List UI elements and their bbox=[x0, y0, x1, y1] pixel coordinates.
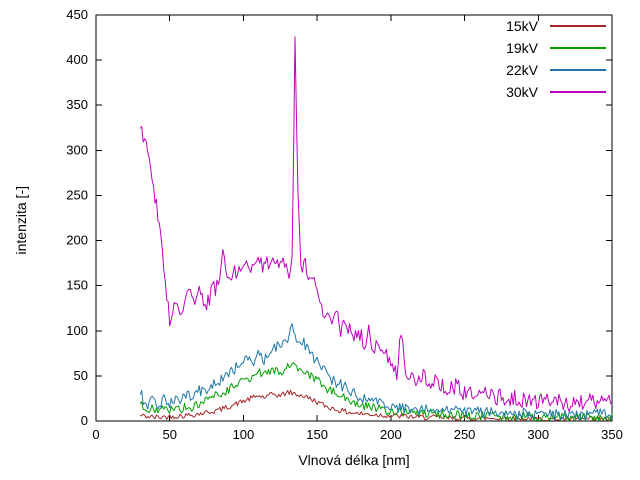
y-tick-label: 400 bbox=[66, 52, 88, 67]
x-tick-label: 300 bbox=[527, 427, 549, 442]
series-30kV-line bbox=[139, 36, 613, 412]
legend-label: 22kV bbox=[506, 62, 538, 78]
y-tick-label: 350 bbox=[66, 97, 88, 112]
legend-line-sample bbox=[550, 69, 606, 71]
y-tick-label: 250 bbox=[66, 187, 88, 202]
x-tick-label: 350 bbox=[601, 427, 623, 442]
y-tick-label: 200 bbox=[66, 233, 88, 248]
legend: 15kV 19kV 22kV 30kV bbox=[506, 18, 606, 100]
x-axis-label: Vlnová délka [nm] bbox=[298, 452, 410, 468]
legend-item-30kV: 30kV bbox=[506, 84, 606, 100]
y-tick-label: 300 bbox=[66, 142, 88, 157]
x-tick-label: 100 bbox=[233, 427, 255, 442]
legend-line-sample bbox=[550, 25, 606, 27]
legend-item-15kV: 15kV bbox=[506, 18, 606, 34]
x-tick-label: 50 bbox=[162, 427, 176, 442]
y-tick-label: 450 bbox=[66, 7, 88, 22]
y-tick-label: 50 bbox=[74, 368, 88, 383]
legend-item-19kV: 19kV bbox=[506, 40, 606, 56]
x-tick-label: 150 bbox=[306, 427, 328, 442]
legend-item-22kV: 22kV bbox=[506, 62, 606, 78]
y-tick-label: 150 bbox=[66, 278, 88, 293]
y-axis-label: intenzita [-] bbox=[10, 0, 32, 440]
series-22kV-line bbox=[139, 323, 613, 421]
x-tick-label: 250 bbox=[454, 427, 476, 442]
legend-label: 30kV bbox=[506, 84, 538, 100]
plot-border bbox=[95, 14, 613, 422]
y-axis-label-text: intenzita [-] bbox=[13, 185, 29, 255]
y-tick-label: 100 bbox=[66, 323, 88, 338]
legend-label: 19kV bbox=[506, 40, 538, 56]
legend-line-sample bbox=[550, 91, 606, 93]
legend-label: 15kV bbox=[506, 18, 538, 34]
x-tick-label: 200 bbox=[380, 427, 402, 442]
y-tick-label: 0 bbox=[81, 413, 88, 428]
x-tick-label: 0 bbox=[92, 427, 99, 442]
legend-line-sample bbox=[550, 47, 606, 49]
